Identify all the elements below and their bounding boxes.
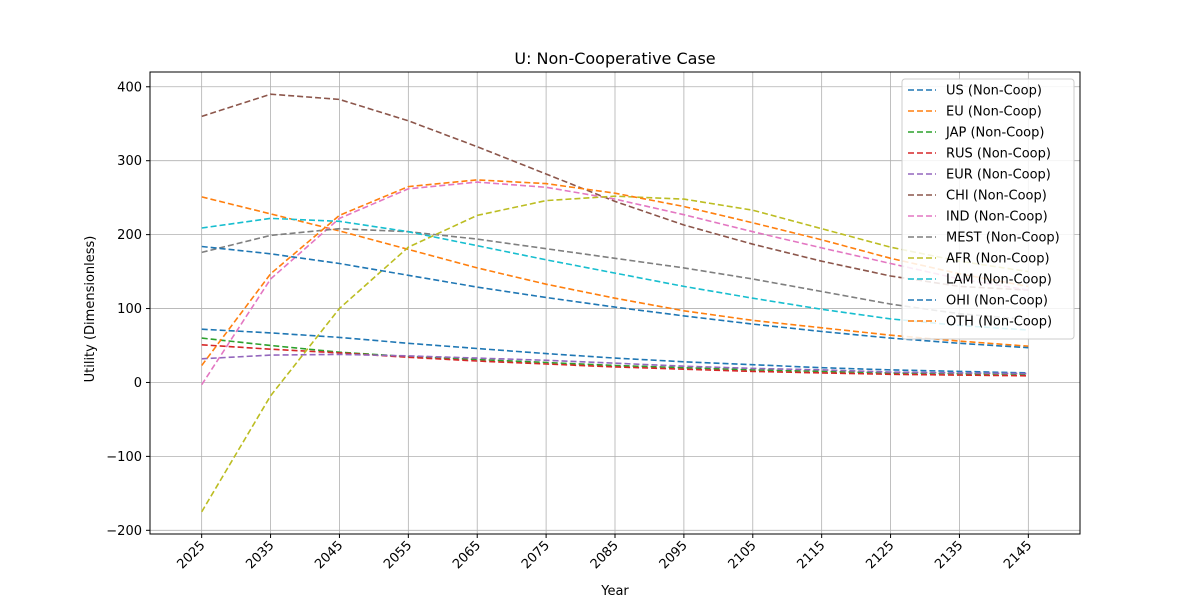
chart-title: U: Non-Cooperative Case bbox=[514, 49, 715, 68]
series-line-afr bbox=[201, 195, 1029, 513]
x-tick-label: 2125 bbox=[863, 538, 897, 572]
x-tick-label: 2135 bbox=[932, 538, 966, 572]
x-tick-label: 2115 bbox=[794, 538, 828, 572]
x-tick-label: 2065 bbox=[450, 538, 484, 572]
y-axis-label: Utility (Dimensionless) bbox=[83, 236, 98, 383]
y-tick-label: 400 bbox=[117, 80, 142, 95]
y-tick-label: −200 bbox=[106, 524, 142, 539]
legend-label-oth: OTH (Non-Coop) bbox=[946, 315, 1052, 330]
series-line-us bbox=[201, 328, 1029, 374]
x-tick-label: 2095 bbox=[657, 538, 691, 572]
legend-label-afr: AFR (Non-Coop) bbox=[946, 252, 1050, 267]
legend-label-rus: RUS (Non-Coop) bbox=[946, 147, 1051, 162]
series-line-ind bbox=[201, 181, 1029, 386]
legend-label-ohi: OHI (Non-Coop) bbox=[946, 294, 1048, 309]
x-axis-ticks: 2025 2035 2045 2055 2065 2075 2085 2095 2105 2115… bbox=[174, 534, 1035, 572]
y-tick-label: 100 bbox=[117, 302, 142, 317]
legend-label-chi: CHI (Non-Coop) bbox=[946, 189, 1047, 204]
legend-label-eu: EU (Non-Coop) bbox=[946, 105, 1042, 120]
series-line-chi bbox=[201, 93, 1029, 291]
legend-label-us: US (Non-Coop) bbox=[946, 84, 1042, 99]
series-line-eu bbox=[201, 196, 1029, 347]
x-tick-label: 2085 bbox=[588, 538, 622, 572]
legend-label-mest: MEST (Non-Coop) bbox=[946, 231, 1060, 246]
x-tick-label: 2145 bbox=[1001, 538, 1035, 572]
legend-label-ind: IND (Non-Coop) bbox=[946, 210, 1048, 225]
x-tick-label: 2045 bbox=[312, 538, 346, 572]
x-tick-label: 2075 bbox=[519, 538, 553, 572]
x-tick-label: 2025 bbox=[174, 538, 208, 572]
y-tick-label: 300 bbox=[117, 154, 142, 169]
y-axis-ticks: −200 −100 0 100 200 300 400 bbox=[106, 80, 150, 539]
x-tick-label: 2105 bbox=[726, 538, 760, 572]
series-line-lam bbox=[201, 217, 1029, 331]
series-layer bbox=[201, 93, 1029, 513]
y-tick-label: −100 bbox=[106, 450, 142, 465]
x-tick-label: 2035 bbox=[243, 538, 277, 572]
series-line-rus bbox=[201, 344, 1029, 377]
legend: US (Non-Coop) EU (Non-Coop) JAP (Non-Coop)… bbox=[901, 78, 1075, 340]
x-axis-label: Year bbox=[600, 584, 629, 599]
legend-label-eur: EUR (Non-Coop) bbox=[946, 168, 1051, 183]
series-line-oth bbox=[201, 179, 1029, 366]
series-line-eur bbox=[201, 353, 1029, 375]
y-tick-label: 200 bbox=[117, 228, 142, 243]
series-line-ohi bbox=[201, 245, 1029, 349]
legend-label-jap: JAP (Non-Coop) bbox=[945, 126, 1044, 141]
x-tick-label: 2055 bbox=[381, 538, 415, 572]
series-line-mest bbox=[201, 227, 1029, 321]
legend-label-lam: LAM (Non-Coop) bbox=[946, 273, 1052, 288]
legend-box bbox=[901, 78, 1075, 340]
y-tick-label: 0 bbox=[134, 376, 142, 391]
